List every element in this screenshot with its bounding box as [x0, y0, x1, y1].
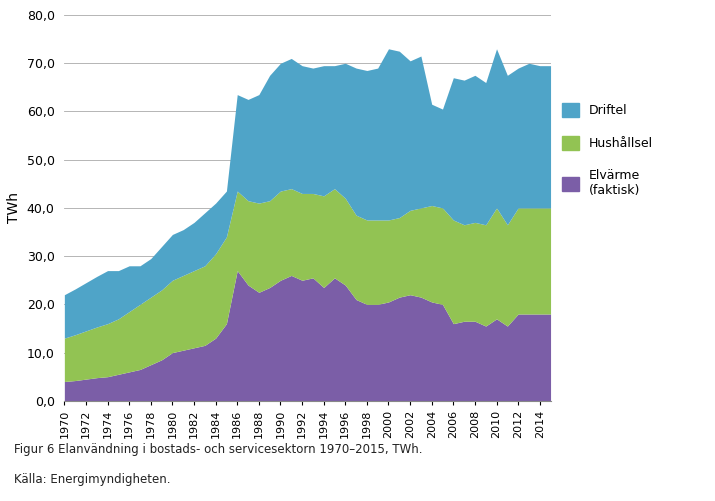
- Legend: Driftel, Hushållsel, Elvärme
(faktisk): Driftel, Hushållsel, Elvärme (faktisk): [562, 103, 654, 197]
- Text: Figur 6 Elanvändning i bostads- och servicesektorn 1970–2015, TWh.: Figur 6 Elanvändning i bostads- och serv…: [14, 443, 423, 456]
- Text: Källa: Energimyndigheten.: Källa: Energimyndigheten.: [14, 473, 171, 486]
- Y-axis label: TWh: TWh: [7, 192, 21, 223]
